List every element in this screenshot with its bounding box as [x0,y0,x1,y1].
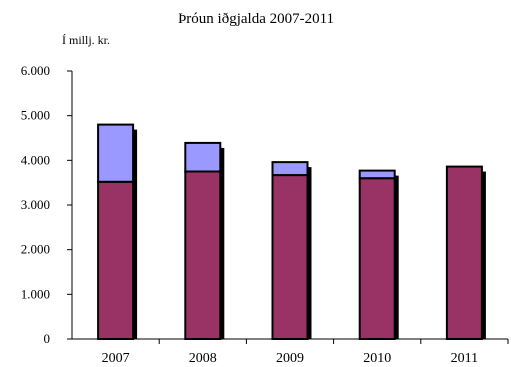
bar-segment-top [98,125,133,182]
bar-segment-top [360,171,395,179]
plot-area [98,125,486,339]
y-tick-label: 6.000 [21,63,50,78]
bar-segment-bottom [185,172,220,340]
x-tick-label: 2010 [363,351,391,366]
bar-segment-bottom [360,178,395,339]
y-tick-label: 4.000 [21,152,50,167]
y-tick-label: 5.000 [21,108,50,123]
unit-label: Í millj. kr. [62,33,110,47]
x-tick-label: 2008 [189,351,217,366]
y-tick-label: 0 [44,331,51,346]
x-tick-label: 2009 [276,351,304,366]
y-tick-label: 1.000 [21,286,50,301]
bar-segment-bottom [98,182,133,339]
bar-segment-top [273,162,308,175]
chart-title: Þróun iðgjalda 2007-2011 [178,11,334,27]
x-tick-label: 2007 [102,351,130,366]
bar-segment-bottom [273,175,308,339]
y-tick-label: 3.000 [21,197,50,212]
y-tick-label: 2.000 [21,242,50,257]
bar-segment-top [185,143,220,172]
bar-segment-bottom [447,167,482,339]
x-tick-label: 2011 [451,351,478,366]
